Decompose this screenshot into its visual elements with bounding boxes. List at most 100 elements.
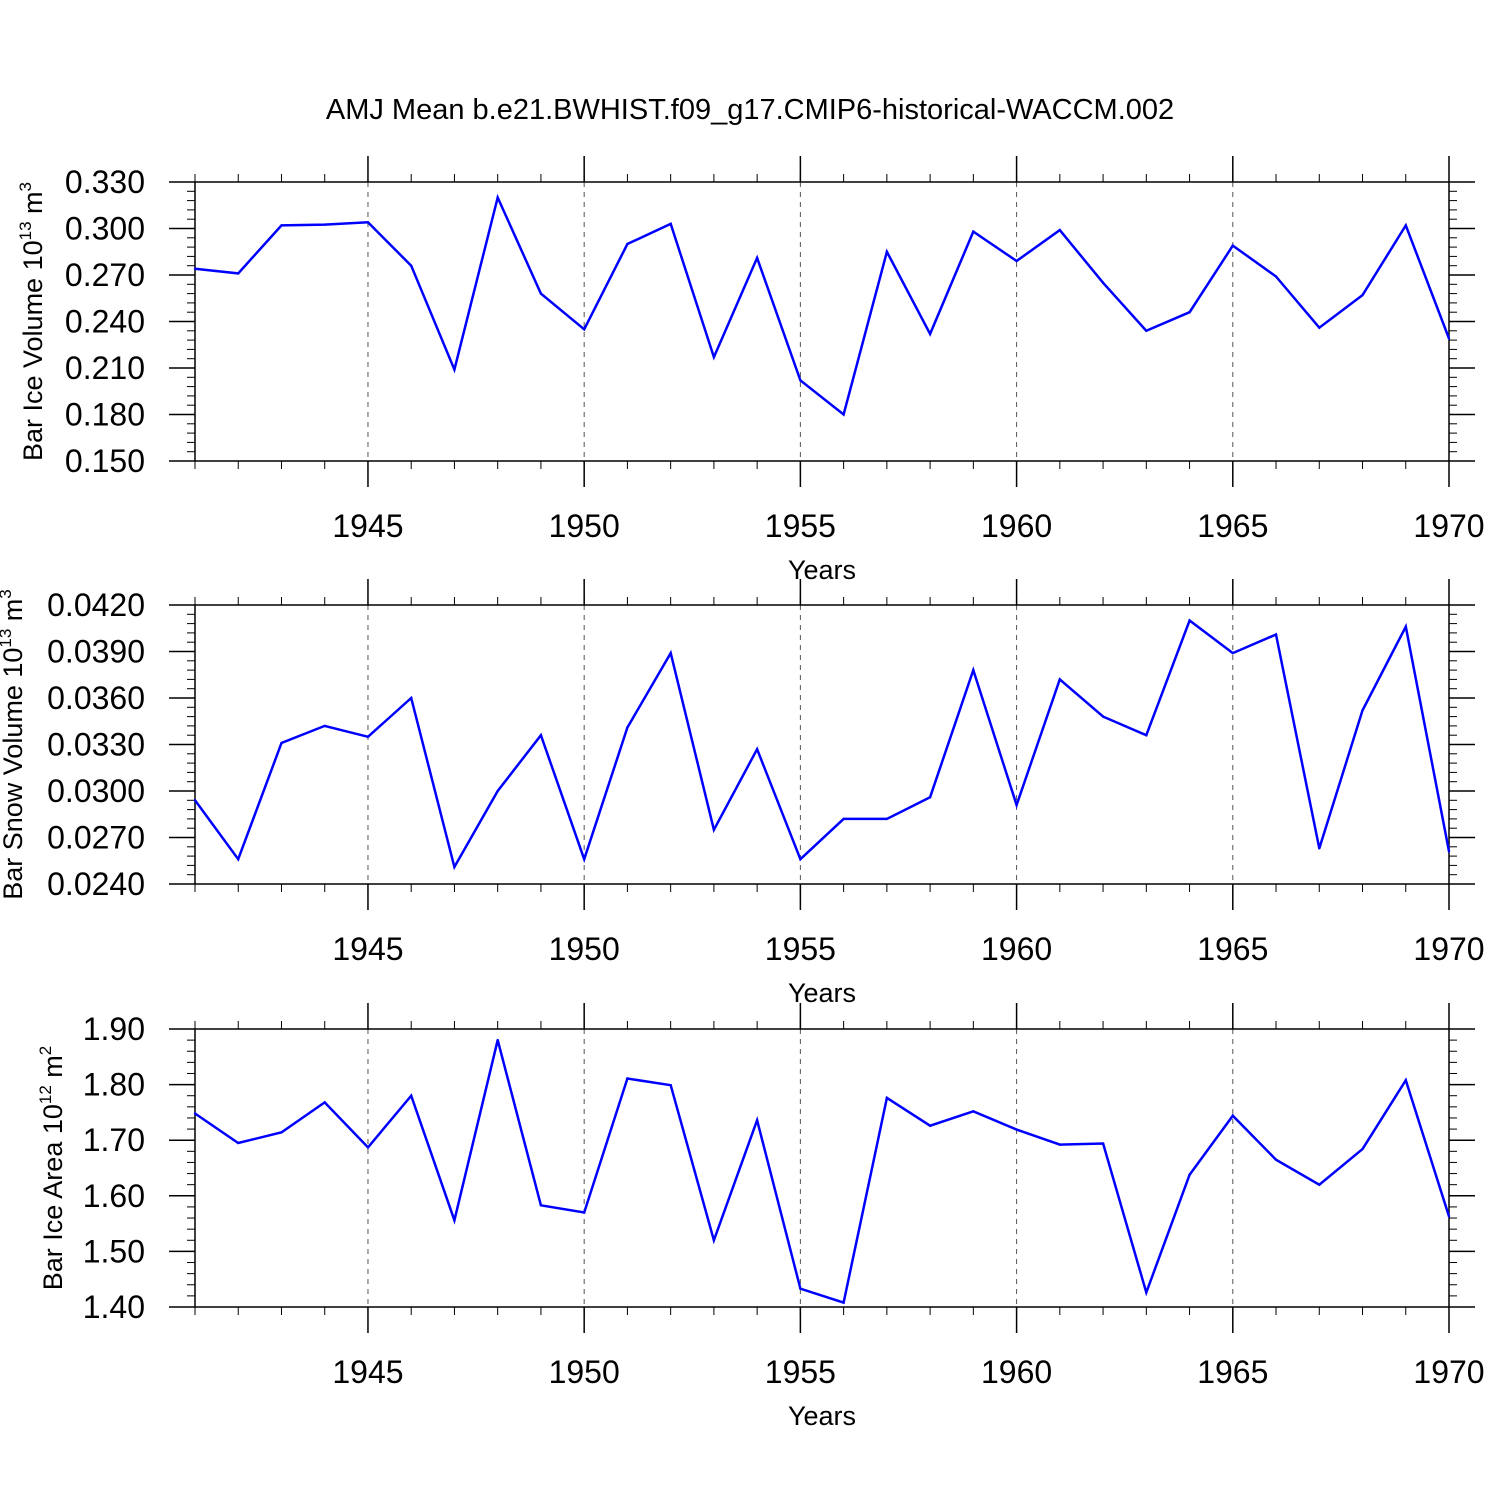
data-point	[669, 1083, 672, 1087]
data-point	[1361, 1147, 1364, 1151]
y-tick-label: 0.300	[65, 211, 145, 247]
data-point	[539, 292, 543, 295]
x-tick-label: 1950	[549, 1354, 620, 1390]
data-point	[1361, 709, 1364, 712]
data-point	[799, 379, 802, 382]
panel-2: 1945 1950 1955 1960 1965 1970 0.0240 0.0270 0.03…	[0, 579, 1485, 1008]
data-point	[1274, 275, 1278, 278]
data-point	[1101, 715, 1105, 718]
data-point	[1274, 633, 1278, 636]
data-point	[280, 1131, 283, 1134]
data-point	[1318, 847, 1321, 850]
data-point	[626, 726, 629, 729]
data-point	[1318, 1183, 1321, 1186]
plot-frame	[194, 1028, 1450, 1308]
x-tick-label: 1960	[981, 1354, 1052, 1390]
data-point	[280, 224, 283, 227]
y-axis-label: Bar Snow Volume 1013 m3	[0, 589, 28, 900]
data-point	[496, 196, 499, 199]
data-point	[1145, 734, 1148, 737]
data-point	[712, 828, 716, 831]
data-point	[1101, 1142, 1105, 1145]
series-line	[194, 1039, 1451, 1305]
x-axis-label: Years	[788, 978, 856, 1008]
x-tick-label: 1965	[1197, 931, 1268, 967]
data-point	[1188, 619, 1191, 622]
data-point	[928, 796, 932, 799]
x-tick-label: 1970	[1413, 508, 1484, 544]
data-point	[496, 1038, 499, 1042]
data-point	[1318, 326, 1321, 329]
y-tick-label: 0.0390	[47, 634, 145, 670]
data-point	[1447, 337, 1451, 340]
data-point	[453, 368, 456, 371]
y-tick-label: 0.210	[65, 350, 145, 386]
data-point	[366, 1146, 370, 1149]
y-tick-label: 1.90	[83, 1011, 145, 1047]
x-tick-label: 1950	[549, 931, 620, 967]
figure-title: AMJ Mean b.e21.BWHIST.f09_g17.CMIP6-hist…	[326, 94, 1174, 126]
y-tick-label: 0.0420	[47, 587, 145, 623]
data-point	[539, 1204, 543, 1207]
y-tick-label: 1.70	[83, 1122, 145, 1158]
data-point	[755, 256, 759, 260]
data-point	[1058, 228, 1062, 232]
data-point	[410, 1094, 413, 1097]
data-point	[1015, 803, 1018, 807]
data-point	[193, 799, 197, 802]
data-point	[453, 1219, 456, 1222]
series-line	[193, 618, 1451, 871]
x-tick-label: 1950	[549, 508, 620, 544]
data-point	[496, 789, 499, 793]
x-axis-label: Years	[788, 555, 856, 585]
x-tick-label: 1945	[332, 508, 403, 544]
data-point	[928, 332, 932, 336]
y-axis-label: Bar Ice Area 1012 m2	[36, 1046, 68, 1291]
x-tick-label: 1960	[981, 931, 1052, 967]
x-tick-label: 1965	[1197, 508, 1268, 544]
data-point	[842, 1301, 845, 1304]
data-point	[582, 1211, 586, 1214]
x-tick-label: 1960	[981, 508, 1052, 544]
data-point	[1231, 651, 1234, 655]
data-point	[712, 1239, 716, 1242]
data-point	[885, 1096, 889, 1100]
data-point	[539, 734, 543, 737]
data-point	[237, 1141, 240, 1145]
data-point	[1404, 625, 1407, 628]
data-point	[1447, 850, 1451, 853]
data-point	[1361, 293, 1364, 297]
data-point	[1015, 259, 1018, 263]
data-point	[237, 272, 240, 275]
y-tick-label: 0.180	[65, 397, 145, 433]
x-tick-label: 1945	[332, 1354, 403, 1390]
data-point	[237, 858, 240, 861]
y-tick-label: 0.0240	[47, 866, 145, 902]
data-point	[323, 223, 326, 226]
data-point	[1274, 1158, 1278, 1161]
y-tick-label: 0.0360	[47, 680, 145, 716]
y-tick-label: 0.150	[65, 443, 145, 479]
data-point	[1231, 1114, 1234, 1117]
data-point	[582, 858, 586, 861]
data-point	[453, 865, 456, 869]
data-point	[1447, 1215, 1451, 1218]
data-point	[972, 668, 975, 672]
data-point	[1101, 281, 1105, 284]
y-tick-label: 0.330	[65, 164, 145, 200]
data-point	[410, 696, 413, 700]
y-tick-label: 0.0330	[47, 727, 145, 763]
data-point	[842, 817, 845, 821]
data-point	[669, 222, 672, 226]
data-point	[1188, 311, 1191, 314]
x-tick-label: 1970	[1413, 1354, 1484, 1390]
data-point	[1145, 1291, 1148, 1294]
plot-frame	[194, 604, 1450, 885]
x-tick-label: 1955	[765, 508, 836, 544]
x-tick-label: 1970	[1413, 931, 1484, 967]
data-point	[626, 1077, 629, 1080]
series-line	[194, 193, 1451, 417]
data-point	[323, 724, 326, 728]
panel-1: 1945 1950 1955 1960 1965 1970 0.150 0.180 0.210 0…	[16, 156, 1485, 585]
